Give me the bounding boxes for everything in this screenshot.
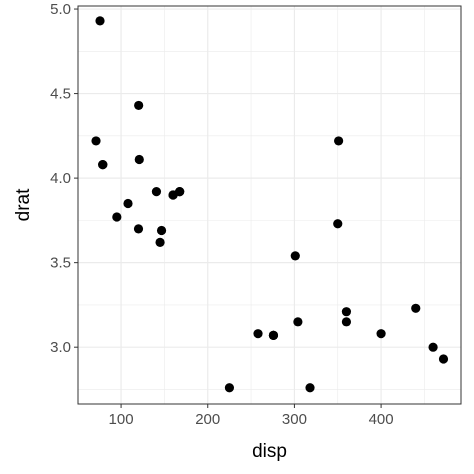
panel-background bbox=[78, 6, 461, 404]
y-tick-label: 3.5 bbox=[50, 255, 71, 272]
data-point bbox=[112, 212, 122, 222]
data-point bbox=[290, 251, 300, 261]
data-point bbox=[91, 136, 101, 146]
data-point bbox=[175, 187, 185, 197]
plot-panel bbox=[77, 5, 462, 405]
data-point bbox=[98, 159, 108, 170]
data-point bbox=[428, 342, 438, 352]
data-point bbox=[293, 317, 303, 327]
data-point bbox=[411, 303, 421, 313]
data-point bbox=[334, 136, 344, 146]
major-gridlines bbox=[78, 6, 461, 404]
y-tick-label: 4.0 bbox=[50, 170, 71, 187]
data-point bbox=[134, 154, 144, 165]
data-point bbox=[134, 100, 144, 111]
data-point bbox=[151, 187, 162, 197]
x-tick-label: 200 bbox=[195, 411, 220, 428]
x-tick-label: 400 bbox=[369, 411, 394, 428]
data-point bbox=[341, 317, 352, 327]
y-tick-label: 3.0 bbox=[50, 339, 71, 356]
y-tick-label: 5.0 bbox=[50, 1, 71, 18]
panel-border bbox=[77, 5, 462, 405]
x-tick-label: 100 bbox=[109, 411, 134, 428]
data-point bbox=[224, 383, 235, 393]
minor-gridlines bbox=[78, 6, 461, 404]
data-point bbox=[155, 237, 165, 247]
data-point bbox=[95, 16, 105, 26]
data-point bbox=[333, 219, 343, 229]
data-point bbox=[305, 383, 315, 393]
y-tick-label: 4.5 bbox=[50, 86, 71, 103]
y-axis-title: drat bbox=[13, 188, 34, 221]
x-axis-ticks: 100 200 300 400 bbox=[109, 404, 394, 428]
x-axis-title: disp bbox=[252, 441, 287, 462]
data-point bbox=[268, 330, 279, 340]
y-axis-ticks: 3.0 3.5 4.0 4.5 5.0 bbox=[50, 1, 78, 356]
data-point bbox=[376, 329, 386, 339]
data-point bbox=[253, 329, 263, 339]
data-point bbox=[438, 354, 449, 364]
data-point bbox=[341, 307, 352, 317]
x-tick-label: 300 bbox=[282, 411, 307, 428]
data-point bbox=[133, 224, 144, 234]
data-point bbox=[123, 198, 133, 209]
data-points bbox=[91, 16, 449, 393]
data-point bbox=[156, 225, 167, 236]
